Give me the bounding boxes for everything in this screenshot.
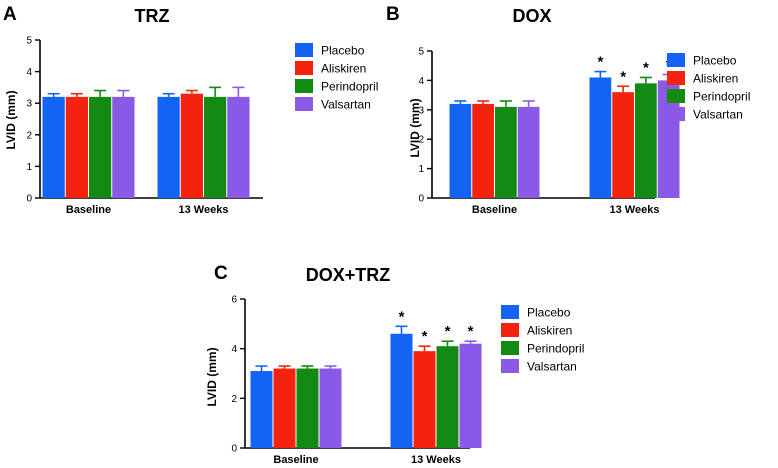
chart-title: DOX <box>512 6 551 26</box>
bar-placebo-baseline <box>250 371 273 448</box>
y-tick-label: 2 <box>231 394 237 405</box>
bar-placebo-13-weeks <box>390 333 413 448</box>
legend: Placebo Aliskiren Perindopril Valsartan <box>501 305 584 374</box>
bar-perindopril-baseline <box>296 368 319 448</box>
legend-swatch <box>295 79 313 93</box>
legend-swatch <box>295 43 313 57</box>
y-tick-label: 2 <box>418 135 424 146</box>
legend-label: Perindopril <box>693 90 750 104</box>
legend-label: Aliskiren <box>321 62 366 76</box>
bar-perindopril-13-weeks <box>635 83 657 198</box>
bar-valsartan-baseline <box>319 368 342 448</box>
bar-perindopril-13-weeks <box>436 346 459 448</box>
legend-swatch <box>667 71 685 85</box>
legend-swatch <box>501 323 519 337</box>
bar-aliskiren-baseline <box>472 103 494 198</box>
bar-placebo-baseline <box>449 103 472 198</box>
y-axis-label: LVID (mm) <box>408 98 422 157</box>
y-tick-label: 0 <box>231 444 237 455</box>
legend-label: Aliskiren <box>693 72 738 86</box>
legend-label: Perindopril <box>527 342 584 356</box>
panel-label: B <box>386 4 400 25</box>
significance-marker: * <box>399 308 405 325</box>
bar-aliskiren-baseline <box>273 368 296 448</box>
y-tick-label: 6 <box>231 295 237 306</box>
legend-swatch <box>295 97 313 111</box>
significance-marker: * <box>597 54 603 71</box>
bar-aliskiren-baseline <box>65 96 88 198</box>
bar-placebo-baseline <box>42 96 65 198</box>
significance-marker: * <box>620 68 626 85</box>
y-axis-label: LVID (mm) <box>205 347 219 406</box>
significance-marker: * <box>445 323 451 340</box>
bar-valsartan-baseline <box>112 96 135 198</box>
x-tick-label: Baseline <box>472 204 517 216</box>
bar-aliskiren-13-weeks <box>612 92 634 198</box>
panel-label: A <box>3 4 17 25</box>
y-tick-label: 4 <box>418 76 424 87</box>
y-tick-label: 5 <box>418 47 424 58</box>
legend: Placebo Aliskiren Perindopril Valsartan <box>667 53 750 122</box>
y-tick-label: 2 <box>26 130 32 141</box>
x-tick-label: 13 Weeks <box>179 204 229 216</box>
bar-perindopril-baseline <box>89 96 112 198</box>
panel-label: C <box>214 263 228 284</box>
legend-swatch <box>295 61 313 75</box>
y-tick-label: 1 <box>418 164 424 175</box>
legend-label: Valsartan <box>693 108 743 122</box>
y-tick-label: 4 <box>231 344 237 355</box>
bar-perindopril-baseline <box>495 106 517 198</box>
legend-label: Aliskiren <box>527 324 572 338</box>
bar-perindopril-13-weeks <box>204 96 227 198</box>
bar-valsartan-13-weeks <box>459 343 482 448</box>
y-tick-label: 4 <box>26 67 32 78</box>
legend-swatch <box>667 107 685 121</box>
chart-panel-a: A TRZ LVID (mm) 0 1 2 3 4 5 Baseline 13 Weeks Place… <box>3 4 378 216</box>
bar-valsartan-baseline <box>517 106 540 198</box>
x-tick-label: Baseline <box>273 454 318 466</box>
legend-swatch <box>501 341 519 355</box>
chart-title: DOX+TRZ <box>306 265 391 285</box>
x-tick-label: 13 Weeks <box>411 454 461 466</box>
legend-swatch <box>667 89 685 103</box>
y-tick-label: 1 <box>26 162 32 173</box>
y-tick-label: 5 <box>26 36 32 47</box>
legend-label: Valsartan <box>321 98 371 112</box>
legend-swatch <box>667 53 685 67</box>
legend-label: Placebo <box>693 54 737 68</box>
legend-label: Valsartan <box>527 360 577 374</box>
bar-placebo-13-weeks <box>157 96 180 198</box>
bar-aliskiren-13-weeks <box>413 351 436 448</box>
x-tick-label: 13 Weeks <box>610 204 660 216</box>
legend-swatch <box>501 359 519 373</box>
significance-marker: * <box>468 323 474 340</box>
legend: Placebo Aliskiren Perindopril Valsartan <box>295 43 378 112</box>
bar-aliskiren-13-weeks <box>180 93 203 198</box>
y-tick-label: 0 <box>418 194 424 205</box>
x-tick-label: Baseline <box>66 204 111 216</box>
bar-placebo-13-weeks <box>589 77 612 198</box>
y-tick-label: 3 <box>418 105 424 116</box>
bar-valsartan-13-weeks <box>227 96 250 198</box>
legend-label: Placebo <box>321 44 365 58</box>
legend-swatch <box>501 305 519 319</box>
y-tick-label: 3 <box>26 99 32 110</box>
legend-label: Placebo <box>527 306 571 320</box>
chart-title: TRZ <box>135 6 170 26</box>
significance-marker: * <box>422 328 428 345</box>
legend-label: Perindopril <box>321 80 378 94</box>
y-tick-label: 0 <box>26 194 32 205</box>
y-axis-label: LVID (mm) <box>4 90 18 149</box>
significance-marker: * <box>643 59 649 76</box>
chart-panel-c: C DOX+TRZ LVID (mm) 0 2 4 6 Baseline * * * * 13 Week… <box>205 263 584 466</box>
